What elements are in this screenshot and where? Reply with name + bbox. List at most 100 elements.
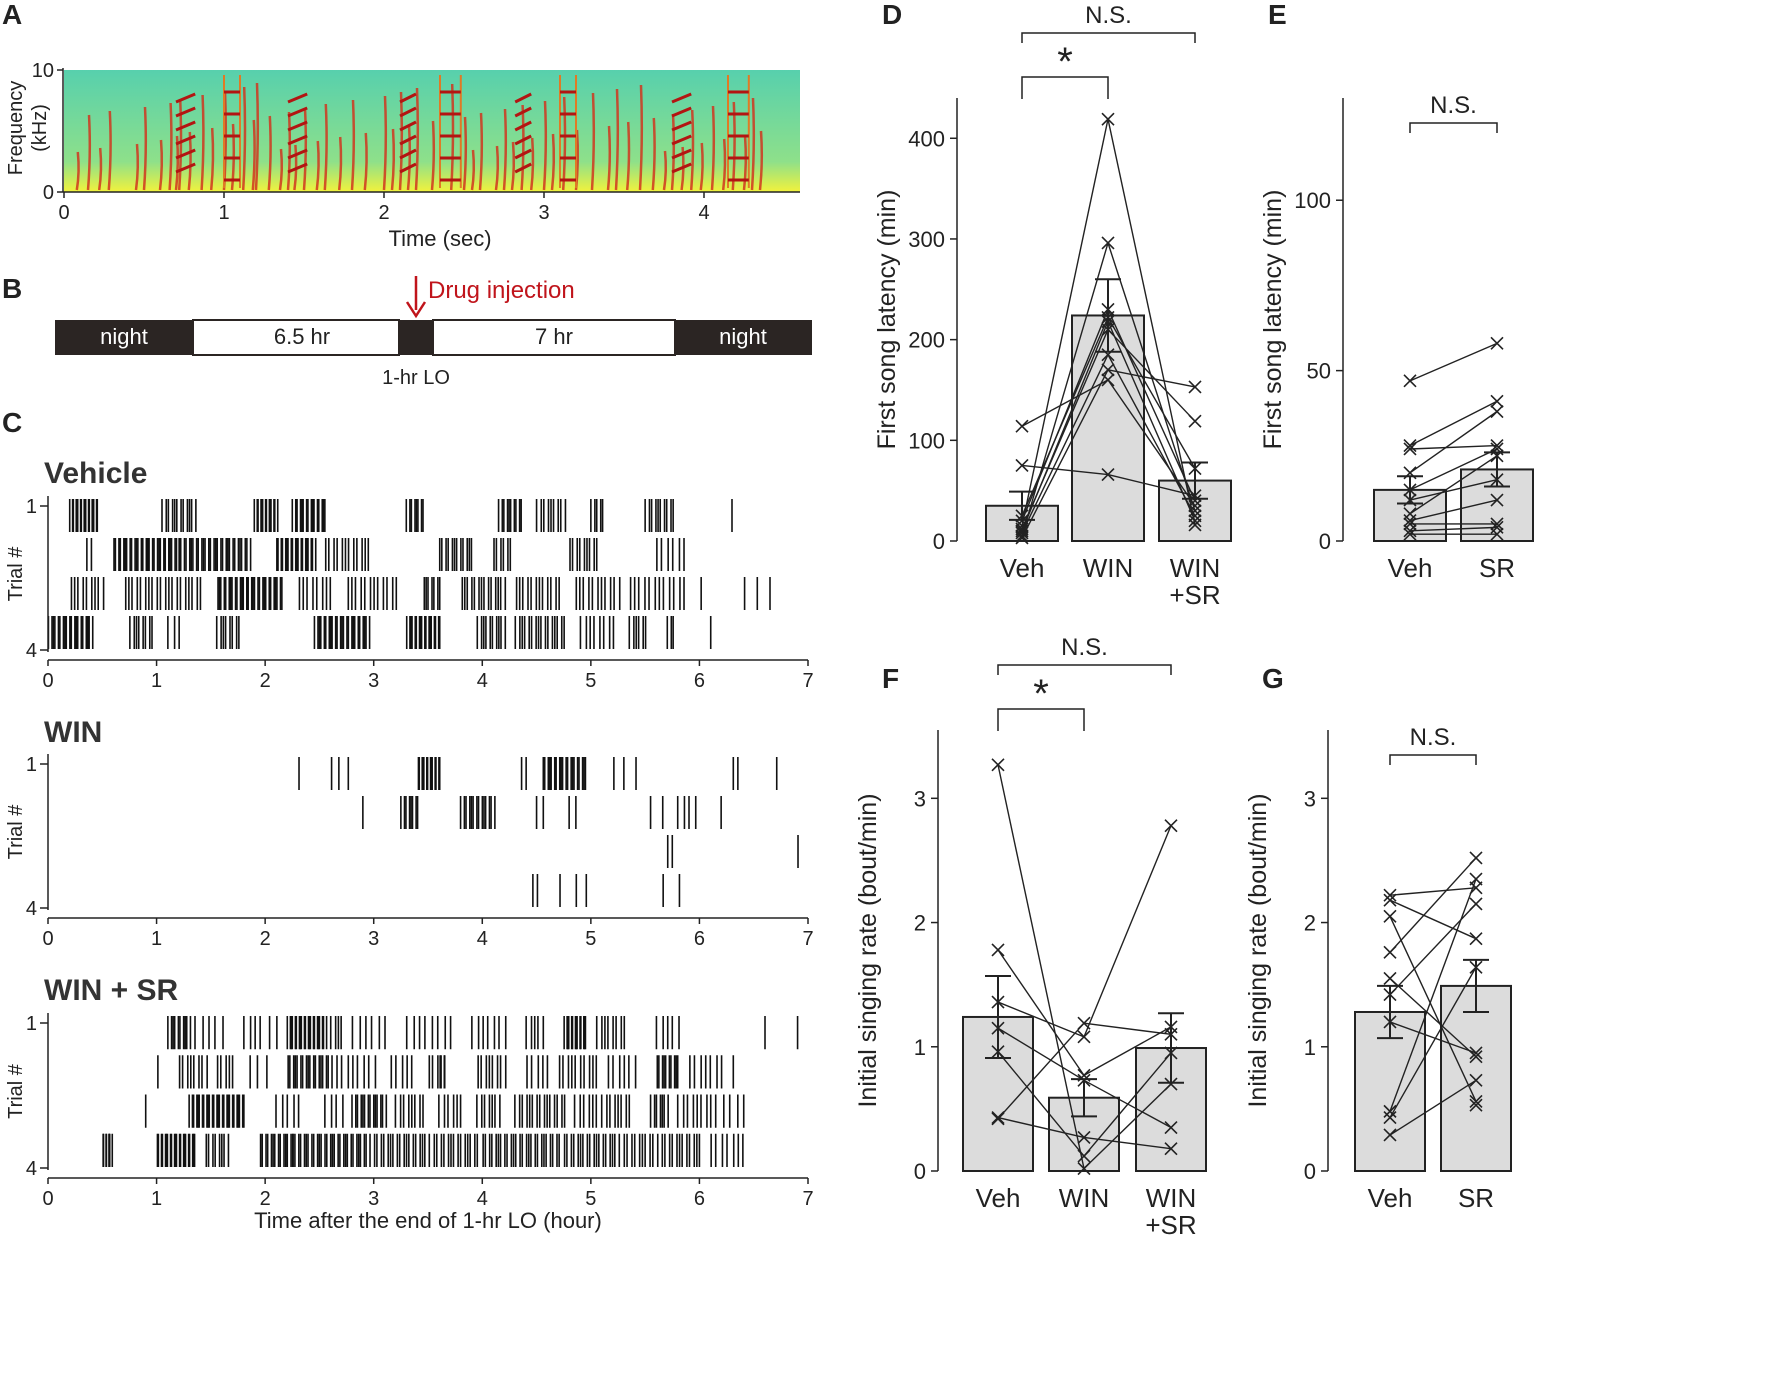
- spectrogram-syllable: [251, 119, 256, 191]
- data-point: [1101, 467, 1115, 482]
- data-point: [1383, 1104, 1397, 1118]
- spectrogram-harmonic: [671, 92, 692, 104]
- spectrogram-syllable: [323, 103, 328, 191]
- data-point: [1469, 932, 1483, 946]
- spectrogram-harmonic: [514, 134, 532, 146]
- paired-line: [1409, 448, 1498, 491]
- paired-line: [997, 1051, 1085, 1157]
- spectrogram-syllable: [363, 132, 368, 191]
- data-point: [1188, 504, 1202, 518]
- spectrogram-syllable: [710, 105, 716, 191]
- significance-bracket: [997, 664, 1172, 675]
- chart-initial-singing-rate-sr: 0 1 2 3 Initial singing rate (bout/min) Veh SR…: [1244, 724, 1512, 1213]
- raster-ytick-label-top: 1: [26, 754, 37, 776]
- data-point: [1188, 414, 1202, 428]
- raster-ylabel: Trial #: [5, 804, 27, 860]
- paired-line: [1389, 878, 1477, 1112]
- paired-line: [1389, 977, 1477, 1058]
- spectrogram-harmonic: [287, 92, 308, 104]
- spectrogram-harmonic: [514, 120, 532, 132]
- spectrogram-syllable: [406, 124, 412, 191]
- paired-line: [997, 1022, 1085, 1120]
- ytick-label: 2: [1304, 911, 1316, 936]
- data-point: [1383, 971, 1397, 986]
- paired-line: [1389, 903, 1477, 996]
- spectrogram-syllable: [241, 86, 247, 191]
- raster-xtick-label: 3: [368, 1188, 379, 1210]
- spectrogram-harmonic: [399, 120, 417, 132]
- data-point: [1490, 520, 1504, 534]
- chart-initial-singing-rate-win: 0 1 2 3 Initial singing rate (bout/min) Veh WI…: [854, 634, 1207, 1240]
- paired-line: [1083, 1026, 1172, 1076]
- paired-line: [1021, 317, 1109, 517]
- spectrogram-syllable: [478, 112, 484, 191]
- data-point: [1164, 1142, 1178, 1156]
- data-point: [1490, 493, 1504, 507]
- raster-xtick-label: 7: [802, 1188, 813, 1210]
- data-point: [1403, 439, 1417, 453]
- spectrogram-syllable: [550, 133, 556, 191]
- data-point: [1469, 1094, 1483, 1108]
- raster-xtick-label: 0: [42, 670, 53, 692]
- significance-label: N.S.: [1085, 2, 1132, 29]
- spectrogram-syllable: [651, 117, 656, 191]
- spectrogram-syllable: [680, 146, 685, 191]
- raster-xtick-label: 2: [260, 670, 271, 692]
- data-point: [1077, 1130, 1091, 1145]
- significance-label: N.S.: [1430, 92, 1477, 119]
- data-point: [1101, 236, 1115, 250]
- category-label: WIN: [1083, 553, 1134, 583]
- raster-xtick-label: 4: [477, 928, 488, 950]
- spectrogram-syllable: [267, 115, 272, 191]
- raster-ytick-label-bottom: 4: [26, 640, 37, 662]
- paired-line: [1107, 379, 1196, 507]
- data-point: [1469, 851, 1483, 865]
- spectrogram-harmonic: [399, 92, 417, 104]
- data-point: [1015, 458, 1029, 473]
- data-point: [1101, 363, 1115, 377]
- spectrogram-syllable: [350, 99, 356, 191]
- timeline-label-night-start: night: [100, 324, 148, 349]
- data-point: [1101, 112, 1115, 126]
- raster-ytick-label-bottom: 4: [26, 898, 37, 920]
- significance-bracket: [1389, 754, 1477, 765]
- timeline-label-pre: 6.5 hr: [274, 324, 330, 349]
- spectrogram-syllable: [510, 141, 516, 191]
- significance-bracket: [1021, 32, 1196, 43]
- significance-bracket: [1409, 122, 1498, 133]
- raster-win: WIN 1 4 Trial # 0 1 2 3 4 5 6 7: [5, 716, 814, 950]
- raster-ylabel: Trial #: [5, 1063, 27, 1119]
- injection-arrow-head: [405, 301, 427, 319]
- data-point: [1188, 380, 1202, 394]
- spectrogram-harmonic: [287, 106, 308, 118]
- spectrogram-syllable: [414, 87, 420, 191]
- spectrogram-harmonic: [399, 162, 417, 174]
- significance-label: N.S.: [1061, 634, 1108, 661]
- ytick-label: 0: [933, 529, 945, 554]
- category-label: WIN: [1146, 1183, 1197, 1213]
- data-point: [1490, 404, 1504, 419]
- data-point: [991, 1111, 1005, 1125]
- ytick-label: 50: [1307, 359, 1331, 384]
- paired-line: [1389, 1021, 1477, 1054]
- ytick-label: 3: [914, 786, 926, 811]
- spectrogram-syllable: [286, 111, 292, 191]
- data-point: [1077, 1016, 1091, 1030]
- paired-line: [1107, 329, 1196, 422]
- raster-ytick-label-bottom: 4: [26, 1158, 37, 1180]
- category-label: WIN: [1059, 1183, 1110, 1213]
- ytick-label: 0: [1319, 529, 1331, 554]
- spectrogram-xtick-label: 4: [698, 202, 709, 224]
- spectrogram-harmonic: [514, 92, 532, 104]
- spectrogram-syllable: [177, 98, 183, 191]
- spectrogram-xtick-label: 3: [538, 202, 549, 224]
- panel-label-d: D: [882, 0, 902, 30]
- ytick-label: 2: [914, 911, 926, 936]
- data-point: [1188, 518, 1202, 532]
- spectrogram-syllable: [86, 114, 92, 191]
- paired-line: [1021, 369, 1109, 539]
- raster-xtick-label: 6: [694, 670, 705, 692]
- paired-line: [1021, 354, 1109, 534]
- raster-xtick-label: 7: [802, 928, 813, 950]
- spectrogram-harmonic: [514, 162, 532, 174]
